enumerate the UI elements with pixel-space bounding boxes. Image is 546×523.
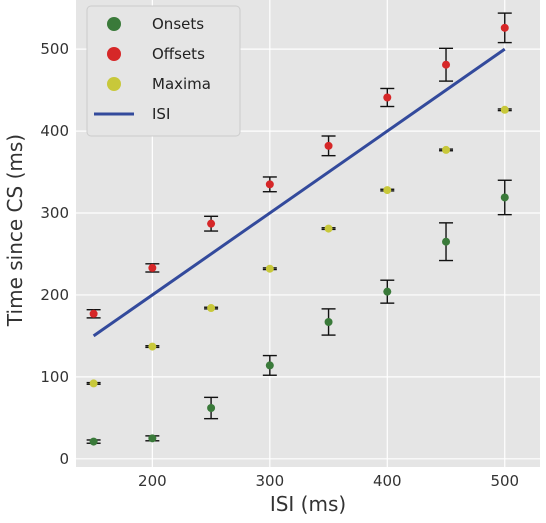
legend-onsets-swatch (107, 17, 121, 31)
legend-isi-label: ISI (152, 105, 170, 123)
y-tick-label: 500 (40, 40, 69, 58)
offsets-point (324, 141, 333, 150)
maxima-point (207, 304, 216, 313)
offsets-point (207, 219, 216, 228)
maxima-point (500, 105, 509, 114)
data-marks (86, 12, 512, 446)
offsets-point (500, 23, 509, 32)
y-tick-label: 0 (59, 450, 69, 468)
y-tick-label: 400 (40, 122, 69, 140)
onsets-point (148, 434, 157, 443)
offsets-point (383, 93, 392, 102)
maxima-point (265, 264, 274, 273)
onsets-point (89, 437, 98, 446)
maxima-point (442, 145, 451, 154)
x-axis-label: ISI (ms) (270, 492, 346, 516)
maxima-point (383, 186, 392, 195)
onsets-point (207, 404, 216, 413)
legend-offsets-label: Offsets (152, 45, 205, 63)
onsets-point (442, 237, 451, 246)
isi-line (92, 47, 506, 338)
onsets-point (500, 193, 509, 202)
offsets-point (265, 180, 274, 189)
y-tick-label: 100 (40, 368, 69, 386)
y-axis-label: Time since CS (ms) (3, 134, 27, 327)
legend-box (86, 5, 241, 137)
maxima-point (89, 379, 98, 388)
x-tick-labels: 200 300 400 500 (138, 472, 519, 490)
y-tick-label: 300 (40, 204, 69, 222)
x-tick-label: 300 (256, 472, 285, 490)
y-tick-label: 200 (40, 286, 69, 304)
offsets-point (89, 309, 98, 318)
offsets-point (442, 60, 451, 69)
legend-maxima-label: Maxima (152, 75, 211, 93)
legend-maxima-swatch (107, 77, 121, 91)
x-tick-label: 500 (490, 472, 519, 490)
onsets-point (265, 361, 274, 370)
x-tick-label: 400 (373, 472, 402, 490)
onsets-point (324, 317, 333, 326)
legend-offsets-swatch (107, 47, 121, 61)
offsets-point (148, 263, 157, 272)
legend: Onsets Offsets Maxima ISI (86, 5, 241, 137)
maxima-point (324, 224, 333, 233)
y-tick-labels: 0 100 200 300 400 500 (40, 40, 69, 468)
legend-onsets-label: Onsets (152, 15, 204, 33)
maxima-point (148, 342, 157, 351)
x-tick-label: 200 (138, 472, 167, 490)
onsets-point (383, 287, 392, 296)
